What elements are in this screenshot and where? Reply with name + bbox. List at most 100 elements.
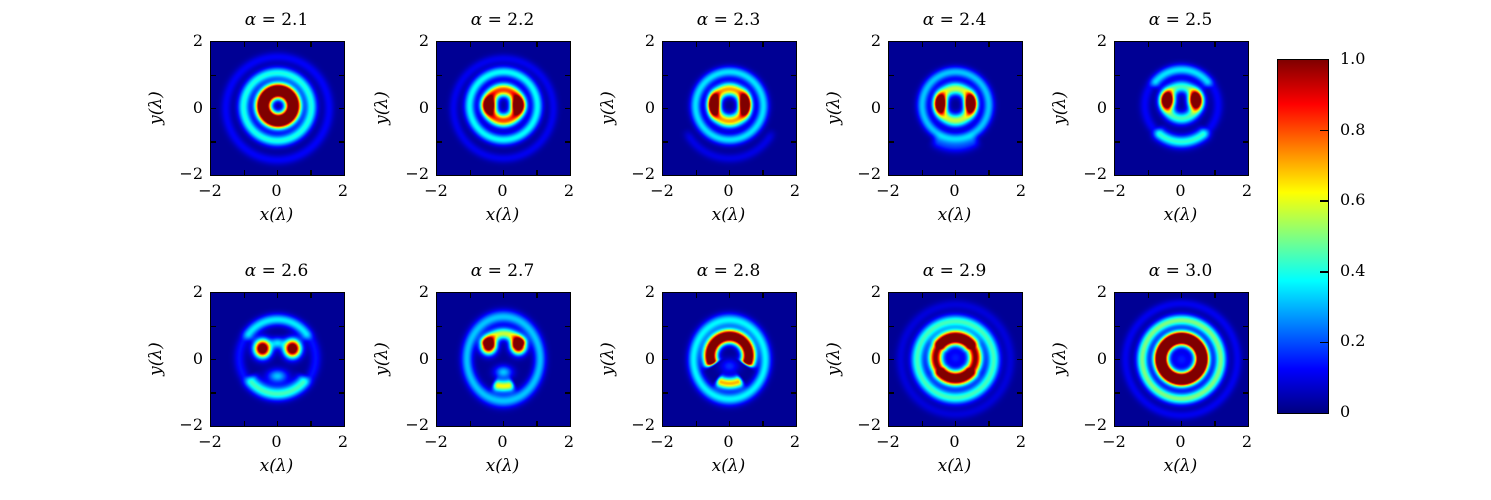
heatmap-canvas — [211, 293, 344, 426]
axis-tick — [1214, 421, 1216, 426]
axis-tick — [1017, 74, 1022, 76]
colorbar-tick — [1320, 129, 1328, 132]
axis-tick — [921, 42, 923, 47]
x-tick-label: −2 — [198, 432, 222, 451]
x-tick-label: −2 — [876, 432, 900, 451]
y-tick-label: −2 — [631, 415, 655, 434]
axis-tick — [762, 42, 764, 47]
axis-tick — [502, 293, 505, 298]
axis-tick — [988, 293, 990, 298]
axis-tick — [565, 392, 570, 394]
heatmap-panel: α = 3.0 y(λ) x(λ) 2 0 −2 −2 0 2 — [1050, 261, 1252, 476]
x-tick-label: 2 — [1015, 432, 1027, 451]
axis-tick — [536, 421, 538, 426]
heatmap-canvas — [1115, 42, 1248, 175]
heatmap-box — [888, 292, 1023, 427]
axis-tick — [1214, 170, 1216, 175]
heatmap-canvas — [1115, 293, 1248, 426]
axis-tick — [536, 293, 538, 298]
x-axis-label: x(λ) — [1163, 205, 1198, 225]
axis-tick — [437, 141, 442, 143]
colorbar-tick — [1320, 341, 1328, 344]
alpha-symbol: α — [1148, 10, 1161, 30]
axis-tick — [1147, 293, 1149, 298]
panel-title: α = 2.9 — [843, 261, 1066, 285]
alpha-symbol: α — [244, 261, 257, 281]
axis-tick — [1115, 141, 1120, 143]
x-axis-label: x(λ) — [937, 205, 972, 225]
y-tick-label: −2 — [405, 415, 429, 434]
axis-tick — [954, 421, 957, 426]
axis-tick — [339, 325, 344, 327]
alpha-symbol: α — [1148, 261, 1161, 281]
y-tick-label: −2 — [857, 164, 881, 183]
axis-tick — [988, 170, 990, 175]
heatmap-canvas — [663, 293, 796, 426]
panel-title: α = 2.6 — [165, 261, 388, 285]
axis-tick — [695, 42, 697, 47]
axis-tick — [791, 358, 796, 361]
axis-tick — [663, 325, 668, 327]
y-tick-label: −2 — [179, 415, 203, 434]
alpha-value: = 2.6 — [256, 261, 309, 281]
x-tick-label: 0 — [949, 432, 960, 451]
y-tick-label: −2 — [179, 164, 203, 183]
y-tick-label: 2 — [192, 282, 203, 301]
axis-tick — [791, 141, 796, 143]
axis-tick — [695, 421, 697, 426]
axis-tick — [502, 421, 505, 426]
axis-tick — [791, 392, 796, 394]
x-tick-label: 2 — [1241, 181, 1253, 200]
y-tick-label: −2 — [1083, 164, 1107, 183]
x-tick-label: −2 — [424, 432, 448, 451]
panel-title: α = 2.8 — [617, 261, 840, 285]
heatmap-box — [210, 41, 345, 176]
axis-tick — [695, 293, 697, 298]
colorbar-tick — [1320, 271, 1328, 273]
axis-tick — [1180, 170, 1183, 175]
heatmap-box — [662, 292, 797, 427]
x-tick-label: 0 — [723, 432, 734, 451]
heatmap-box — [436, 292, 571, 427]
axis-tick — [243, 293, 245, 298]
panel-title: α = 2.5 — [1069, 10, 1292, 34]
axis-tick — [565, 107, 570, 110]
axis-tick — [310, 293, 312, 298]
alpha-symbol: α — [922, 10, 935, 30]
x-tick-label: −2 — [1102, 181, 1126, 200]
alpha-value: = 2.9 — [934, 261, 987, 281]
x-axis-label: x(λ) — [485, 205, 520, 225]
axis-tick — [437, 392, 442, 394]
colorbar — [1277, 59, 1329, 414]
axis-tick — [728, 42, 731, 47]
x-tick-label: 2 — [563, 181, 575, 200]
alpha-value: = 2.5 — [1160, 10, 1213, 30]
axis-tick — [728, 293, 731, 298]
alpha-value: = 2.8 — [708, 261, 761, 281]
axis-tick — [1017, 141, 1022, 143]
axis-tick — [663, 107, 668, 110]
axis-tick — [889, 392, 894, 394]
x-tick-label: 0 — [723, 181, 734, 200]
x-tick-label: 0 — [271, 181, 282, 200]
axis-tick — [211, 358, 216, 361]
axis-tick — [1017, 392, 1022, 394]
axis-tick — [1115, 358, 1120, 361]
heatmap-canvas — [211, 42, 344, 175]
axis-tick — [536, 170, 538, 175]
colorbar-tick-label: 1.0 — [1340, 49, 1366, 68]
y-tick-label: 2 — [644, 282, 655, 301]
axis-tick — [1115, 107, 1120, 110]
heatmap-panel: α = 2.2 y(λ) x(λ) 2 0 −2 −2 0 2 — [372, 10, 574, 225]
heatmap-panel: α = 2.1 y(λ) x(λ) 2 0 −2 −2 0 2 — [146, 10, 348, 225]
axis-tick — [310, 170, 312, 175]
y-tick-label: 0 — [870, 348, 881, 368]
y-tick-label: 0 — [192, 97, 203, 117]
y-tick-label: 2 — [418, 31, 429, 50]
axis-tick — [762, 170, 764, 175]
y-tick-label: 0 — [1096, 348, 1107, 368]
alpha-value: = 3.0 — [1160, 261, 1213, 281]
y-tick-label: 2 — [644, 31, 655, 50]
x-axis-label: x(λ) — [1163, 456, 1198, 476]
axis-tick — [276, 170, 279, 175]
